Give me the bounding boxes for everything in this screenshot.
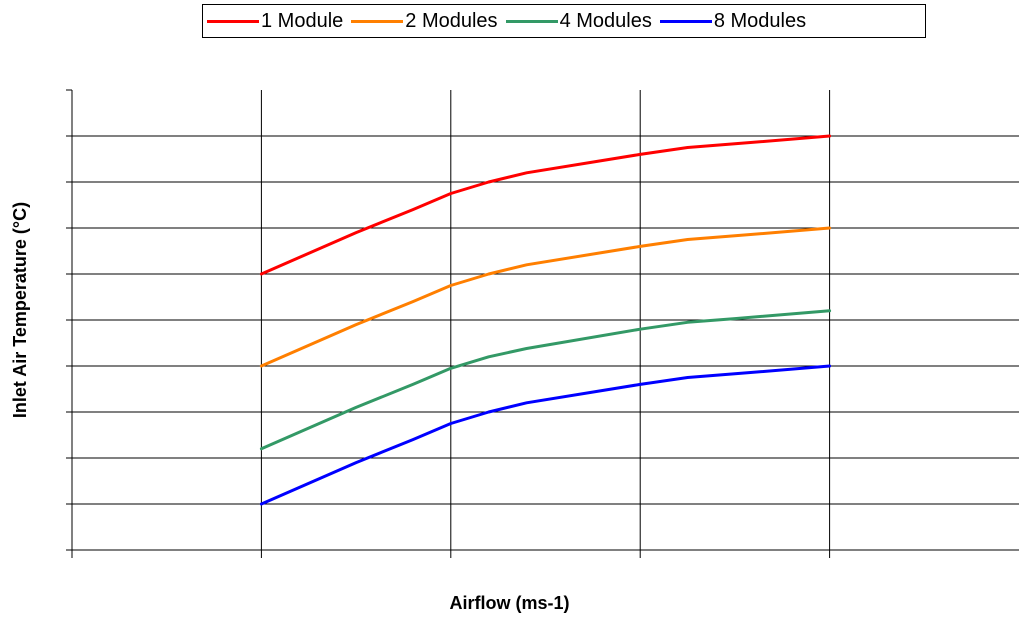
legend-item-8-modules: 8 Modules — [659, 9, 807, 33]
legend-item-4-modules: 4 Modules — [505, 9, 652, 33]
legend-label: 2 Modules — [405, 9, 498, 32]
legend-swatch — [207, 19, 259, 23]
legend-label: 8 Modules — [713, 9, 807, 32]
y-axis-label: Inlet Air Temperature (°C) — [10, 201, 30, 419]
legend-swatch — [659, 19, 712, 23]
series-lines — [259, 134, 832, 506]
legend-item-1-module: 1 Module — [207, 10, 343, 33]
legend: 1 Module 2 Modules 4 Modules 8 Modules — [202, 4, 926, 38]
axes — [66, 89, 1019, 558]
series-line-4-modules — [259, 309, 832, 451]
legend-swatch — [351, 19, 404, 23]
legend-label: 4 Modules — [559, 9, 652, 32]
x-axis-label: Airflow (ms-1) — [449, 593, 570, 613]
legend-label: 1 Module — [261, 9, 344, 32]
legend-item-2-modules: 2 Modules — [351, 9, 498, 33]
gridlines — [72, 90, 1019, 550]
series-line-2-modules — [259, 226, 832, 368]
series-line-8-modules — [259, 364, 832, 506]
series-line-1-module — [259, 134, 832, 276]
legend-swatch — [505, 19, 558, 23]
